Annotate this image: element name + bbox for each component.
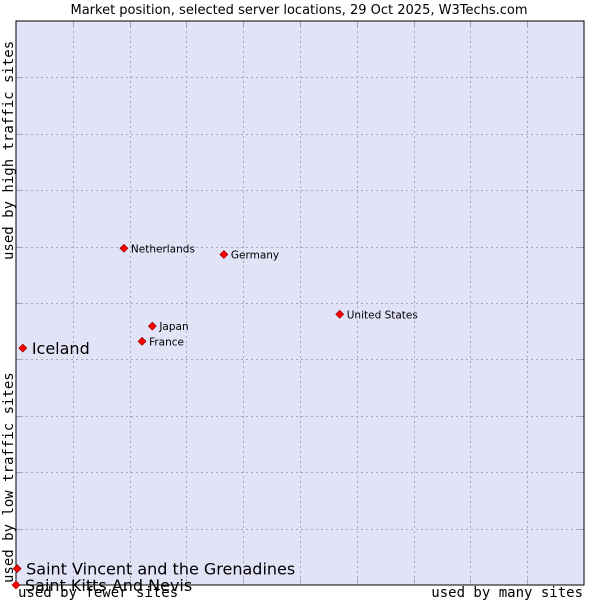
x-axis-label-left: used by fewer sites bbox=[18, 585, 178, 600]
point-marker-netherlands bbox=[119, 243, 129, 253]
point-label-germany: Germany bbox=[231, 249, 279, 261]
point-label-japan: Japan bbox=[158, 321, 188, 333]
point-label-saint-vincent-and-the-grenadines: Saint Vincent and the Grenadines bbox=[26, 560, 295, 579]
point-marker-iceland bbox=[18, 343, 28, 353]
point-marker-france bbox=[137, 336, 147, 346]
chart-title: Market position, selected server locatio… bbox=[70, 3, 527, 18]
data-points: Netherlands Germany United States Japan Fran… bbox=[11, 243, 418, 595]
point-marker-japan bbox=[147, 321, 157, 331]
point-label-united-states: United States bbox=[347, 309, 418, 321]
point-marker-saint-vincent-and-the-grenadines bbox=[12, 564, 22, 574]
point-marker-germany bbox=[219, 250, 229, 259]
point-marker-united-states bbox=[335, 309, 345, 319]
point-label-iceland: Iceland bbox=[32, 339, 90, 358]
point-label-france: France bbox=[149, 336, 184, 348]
point-label-saint-kitts-and-nevis: Saint Kitts And Nevis bbox=[25, 576, 192, 595]
gridlines bbox=[16, 21, 584, 585]
axis-ticks bbox=[16, 21, 584, 585]
point-label-netherlands: Netherlands bbox=[131, 243, 195, 255]
point-marker-saint-kitts-and-nevis bbox=[11, 580, 21, 590]
y-axis-label-top: used by high traffic sites bbox=[1, 41, 17, 260]
y-axis-label-bottom: used by low traffic sites bbox=[1, 372, 17, 583]
x-axis-label-right: used by many sites bbox=[431, 585, 583, 600]
plot-border bbox=[15, 20, 585, 586]
